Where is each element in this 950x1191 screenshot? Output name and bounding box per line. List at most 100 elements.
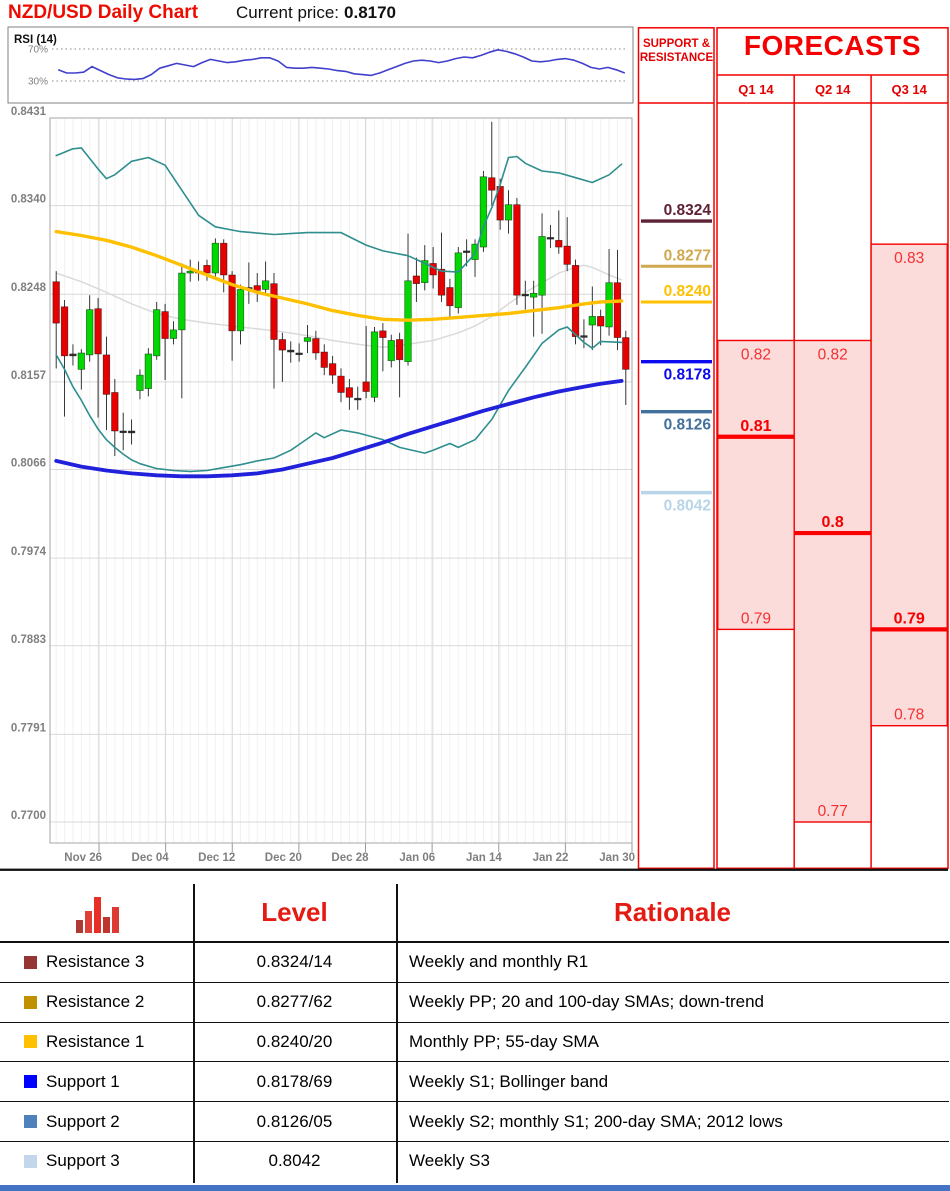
candle-body — [328, 363, 337, 376]
forecast-value-label: 0.79 — [894, 610, 925, 627]
y-axis-label: 0.7791 — [11, 722, 47, 734]
candle-body — [429, 263, 437, 276]
candle-body — [186, 270, 194, 274]
forecast-panel-border — [716, 27, 949, 870]
level-rationale: Weekly S3 — [409, 1151, 490, 1171]
candle-body — [161, 311, 169, 339]
candle-body — [119, 430, 127, 434]
level-name-cell: Support 2 — [0, 1112, 193, 1132]
x-axis-label: Jan 22 — [533, 852, 569, 864]
x-axis-label: Jan 30 — [599, 852, 635, 864]
level-rationale: Weekly PP; 20 and 100-day SMAs; down-tre… — [409, 992, 764, 1012]
table-row: Support 3 0.8042 Weekly S3 — [0, 1142, 949, 1181]
page-header: NZD/USD Daily Chart Current price: 0.8170 — [8, 2, 396, 24]
candle-body — [437, 268, 446, 296]
candle-body — [555, 239, 563, 248]
table-divider — [396, 884, 398, 1183]
candle-body — [530, 292, 538, 298]
candle-body — [345, 387, 354, 398]
forecast-range-box — [793, 339, 872, 823]
forecast-quarter-label: Q3 14 — [891, 82, 927, 97]
level-color-swatch — [24, 1075, 37, 1089]
sr-level-label: 0.8277 — [664, 247, 711, 264]
y-axis-label: 0.8431 — [11, 106, 47, 118]
x-axis-label: Jan 14 — [466, 852, 502, 864]
bar-chart-icon — [75, 896, 119, 933]
candle-body — [496, 186, 504, 221]
sma20-line — [55, 264, 623, 348]
candle-body — [479, 176, 488, 248]
sr-level-label: 0.8178 — [664, 367, 712, 384]
rsi-label: RSI (14) — [14, 34, 57, 46]
rationale-column-header: Rationale — [613, 897, 732, 927]
sr-panel-border — [637, 27, 715, 870]
candle-body — [320, 351, 328, 368]
rsi-threshold-label: 70% — [28, 45, 48, 56]
level-rationale: Weekly S1; Bollinger band — [409, 1071, 609, 1091]
level-value: 0.8277/62 — [256, 992, 333, 1012]
level-value: 0.8324/14 — [256, 952, 333, 972]
support-resistance-header: SUPPORT & RESISTANCE — [639, 38, 714, 64]
section-bottom-border — [0, 868, 948, 871]
candle-body — [513, 204, 521, 296]
forecast-range-top-label: 0.82 — [741, 346, 771, 363]
candle-body — [278, 339, 287, 351]
candle-body — [77, 352, 85, 370]
sr-level-label: 0.8126 — [664, 417, 712, 434]
candle-body — [463, 250, 471, 253]
rsi-panel-border — [7, 26, 634, 104]
y-axis-label: 0.8340 — [11, 194, 46, 206]
sr-level-label: 0.8240 — [664, 283, 711, 300]
candle-body — [228, 274, 236, 332]
level-value: 0.8178/69 — [256, 1071, 333, 1091]
candle-body — [546, 237, 555, 240]
level-name-cell: Resistance 3 — [0, 952, 193, 972]
x-axis-label: Nov 26 — [64, 852, 102, 864]
level-name: Resistance 3 — [46, 952, 145, 972]
candle-body — [86, 309, 94, 356]
forecast-panel: Q1 14 0.82 0.79 0.81 Q2 14 0.82 0.77 0.8 Q3 14 0.… — [716, 27, 949, 870]
candle-body — [94, 308, 102, 355]
candle-body — [354, 397, 362, 401]
levels-table: Level Rationale Resistance 3 0.8324/14 Wee… — [0, 884, 949, 1186]
candle-body — [169, 329, 178, 339]
forecast-range-top-label: 0.83 — [894, 250, 924, 267]
level-value: 0.8240/20 — [256, 1031, 333, 1051]
table-header-row: Level Rationale — [0, 884, 949, 943]
candle-body — [446, 287, 454, 307]
y-axis-label: 0.7974 — [11, 546, 47, 558]
candle-body — [111, 392, 119, 432]
candle-body — [597, 316, 605, 327]
forecast-range-bottom-label: 0.77 — [818, 803, 848, 820]
plot-border — [49, 117, 633, 844]
forecast-value-label: 0.81 — [740, 418, 771, 435]
x-axis-label: Dec 20 — [265, 852, 302, 864]
level-name-cell: Support 1 — [0, 1072, 193, 1092]
rsi-panel: RSI (14)70% 30% — [7, 26, 634, 104]
level-color-swatch — [24, 1035, 37, 1049]
forecast-range-top-label: 0.82 — [818, 346, 848, 363]
candle-body — [287, 349, 295, 353]
candle-body — [69, 353, 77, 357]
candle-body — [588, 316, 596, 326]
price-chart: RSI (14)70%30%0.84310.83400.82480.81570.… — [0, 26, 949, 871]
candle-body — [362, 381, 370, 392]
chart-title: NZD/USD Daily Chart — [8, 2, 199, 23]
candle-body — [412, 275, 421, 284]
bottom-accent-bar — [0, 1185, 950, 1191]
level-color-swatch — [24, 995, 37, 1009]
level-name: Resistance 1 — [46, 1031, 145, 1051]
candle-body — [404, 280, 412, 363]
candle-body — [295, 352, 303, 356]
forecast-range-box — [717, 339, 795, 631]
level-rationale: Weekly S2; monthly S1; 200-day SMA; 2012… — [409, 1111, 783, 1131]
candle-body — [580, 335, 588, 338]
rsi-line — [57, 49, 626, 81]
current-price-label: Current price: — [236, 3, 340, 22]
candle-body — [504, 204, 513, 221]
candle-body — [387, 340, 395, 362]
candle-body — [538, 236, 546, 296]
candle-body — [153, 309, 161, 357]
y-axis-label: 0.7700 — [11, 810, 46, 822]
